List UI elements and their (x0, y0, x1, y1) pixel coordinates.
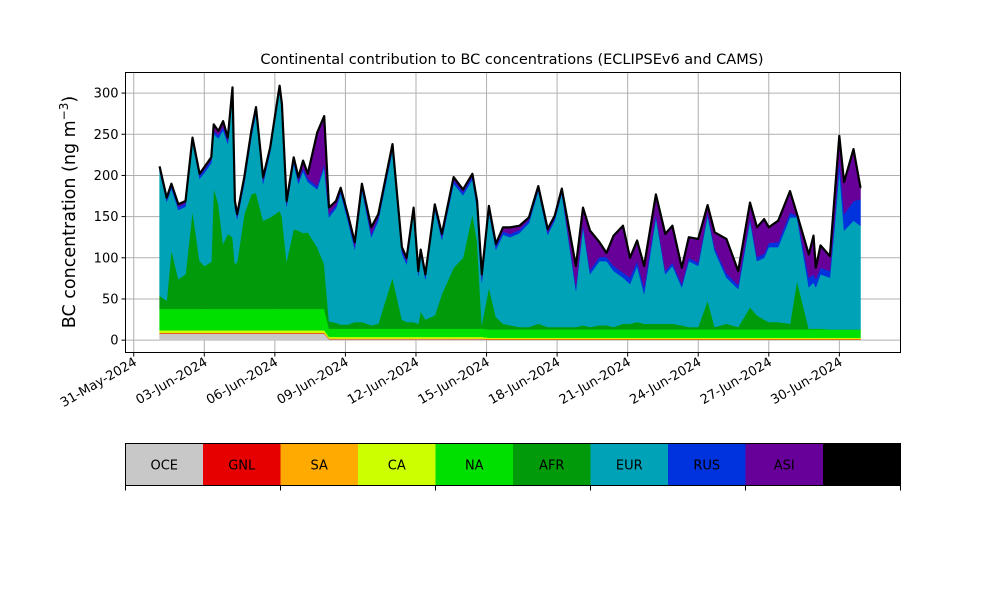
colorbar-label: AUS (848, 459, 875, 474)
y-axis-label-end: ) (60, 96, 80, 103)
x-tick-label: 06-Jun-2024 (204, 355, 281, 408)
y-axis-label-main: BC concentration (ng m (60, 120, 80, 328)
colorbar-label: OCE (150, 459, 178, 474)
y-tick-label: 50 (102, 292, 119, 307)
x-tick-label: 18-Jun-2024 (486, 355, 563, 408)
colorbar-label: SA (311, 459, 328, 474)
colorbar-cell-ca (358, 443, 436, 486)
colorbar-label: ASI (774, 459, 795, 474)
colorbar-cell-oce (125, 443, 203, 486)
colorbar-cell-gnl (203, 443, 281, 486)
x-tick-label: 15-Jun-2024 (416, 355, 493, 408)
colorbar-label: EUR (616, 459, 643, 474)
x-tick-label: 27-Jun-2024 (698, 355, 775, 408)
colorbar-legend: OCE GNL SA CA NA AFR EUR RUS ASI AUS (125, 443, 901, 491)
x-tick-label: 09-Jun-2024 (275, 355, 352, 408)
colorbar-cell-rus (668, 443, 746, 486)
x-tick-label: 12-Jun-2024 (345, 355, 422, 408)
y-tick-label: 0 (110, 334, 118, 349)
colorbar-cell-na (435, 443, 513, 486)
x-tick-label: 30-Jun-2024 (769, 355, 846, 408)
plot-frame (125, 72, 901, 353)
y-tick-label: 250 (94, 128, 119, 143)
colorbar-cell-sa (280, 443, 358, 486)
colorbar-cell-afr (513, 443, 591, 486)
x-tick-label: 03-Jun-2024 (133, 355, 210, 408)
total-outline-aus (158, 84, 862, 276)
y-tick-label: 100 (94, 251, 119, 266)
y-axis-ticks: 0 50 100 150 200 250 300 (94, 87, 126, 349)
y-tick-label: 300 (94, 87, 119, 102)
colorbar-cell-eur (590, 443, 668, 486)
y-tick-label: 150 (94, 210, 119, 225)
y-tick-label: 200 (94, 169, 119, 184)
x-axis-ticks: 31-May-202403-Jun-202406-Jun-202409-Jun-… (58, 352, 846, 411)
colorbar-label: NA (465, 459, 484, 474)
x-tick-label: 21-Jun-2024 (557, 355, 634, 408)
colorbar-cell-aus (823, 443, 901, 486)
x-tick-label: 31-May-2024 (58, 355, 140, 411)
area-layers (158, 84, 862, 341)
y-axis-label: BC concentration (ng m−3) (57, 96, 80, 328)
y-axis-label-exponent: −3 (57, 103, 71, 121)
colorbar-label: RUS (693, 459, 720, 474)
colorbar-label: CA (388, 459, 406, 474)
colorbar-frame (125, 443, 901, 486)
colorbar-label: GNL (228, 459, 256, 474)
colorbar-label: AFR (539, 459, 564, 474)
colorbar-cell-asi (745, 443, 823, 486)
chart-title: Continental contribution to BC concentra… (260, 52, 763, 68)
x-tick-label: 24-Jun-2024 (627, 355, 704, 408)
